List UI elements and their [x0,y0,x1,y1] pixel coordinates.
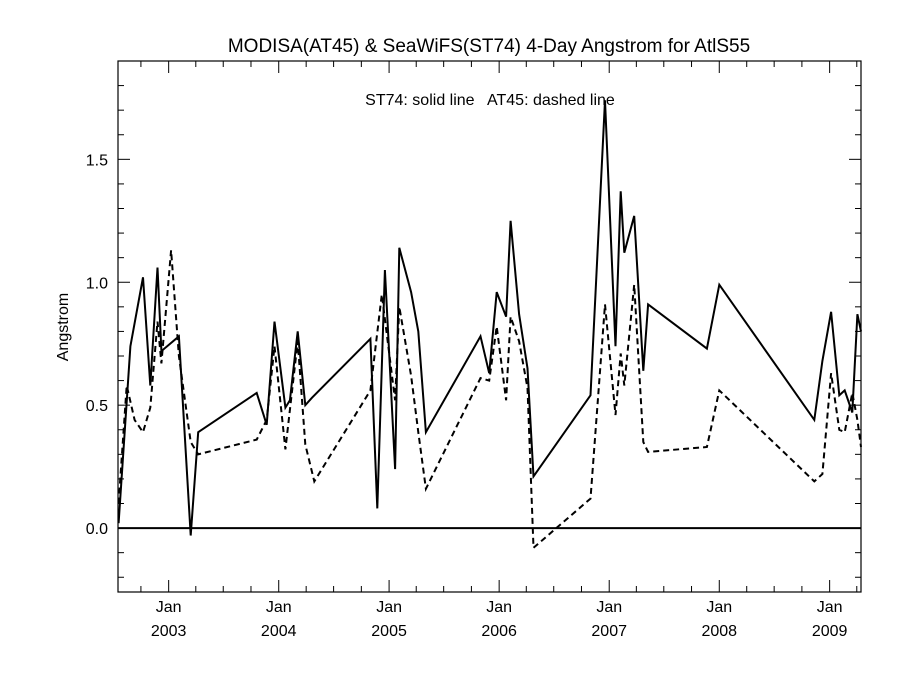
x-tick-label-month: Jan [266,599,292,616]
x-tick-label-year: 2009 [812,623,848,640]
x-tick-label-month: Jan [706,599,732,616]
plot-frame [117,60,862,593]
x-tick-label-month: Jan [486,599,512,616]
x-tick-label-month: Jan [817,599,843,616]
x-tick-label-month: Jan [596,599,622,616]
y-tick-label: 1.5 [86,152,108,169]
x-tick-label-year: 2008 [701,623,737,640]
x-tick-label-year: 2004 [261,623,297,640]
x-tick-label-year: 2005 [371,623,407,640]
series-lines [117,100,862,550]
x-tick-label-year: 2007 [591,623,627,640]
chart-title: MODISA(AT45) & SeaWiFS(ST74) 4-Day Angst… [228,36,750,57]
axis-ticks: 0.0 0.5 1.0 1.5 Jan 2003 Jan 2004 Jan 2005 Jan 2006… [86,61,861,640]
y-tick-label: 1.0 [86,275,108,292]
series-line-st74 [117,100,862,536]
x-tick-label-month: Jan [156,599,182,616]
y-tick-label: 0.0 [86,521,108,538]
legend-annotation: ST74: solid line AT45: dashed line [365,92,615,109]
x-tick-label-year: 2006 [481,623,517,640]
y-tick-label: 0.5 [86,398,108,415]
y-axis-label: Angstrom [55,293,72,361]
series-line-at45 [117,250,862,550]
x-tick-label-month: Jan [376,599,402,616]
x-tick-label-year: 2003 [151,623,187,640]
